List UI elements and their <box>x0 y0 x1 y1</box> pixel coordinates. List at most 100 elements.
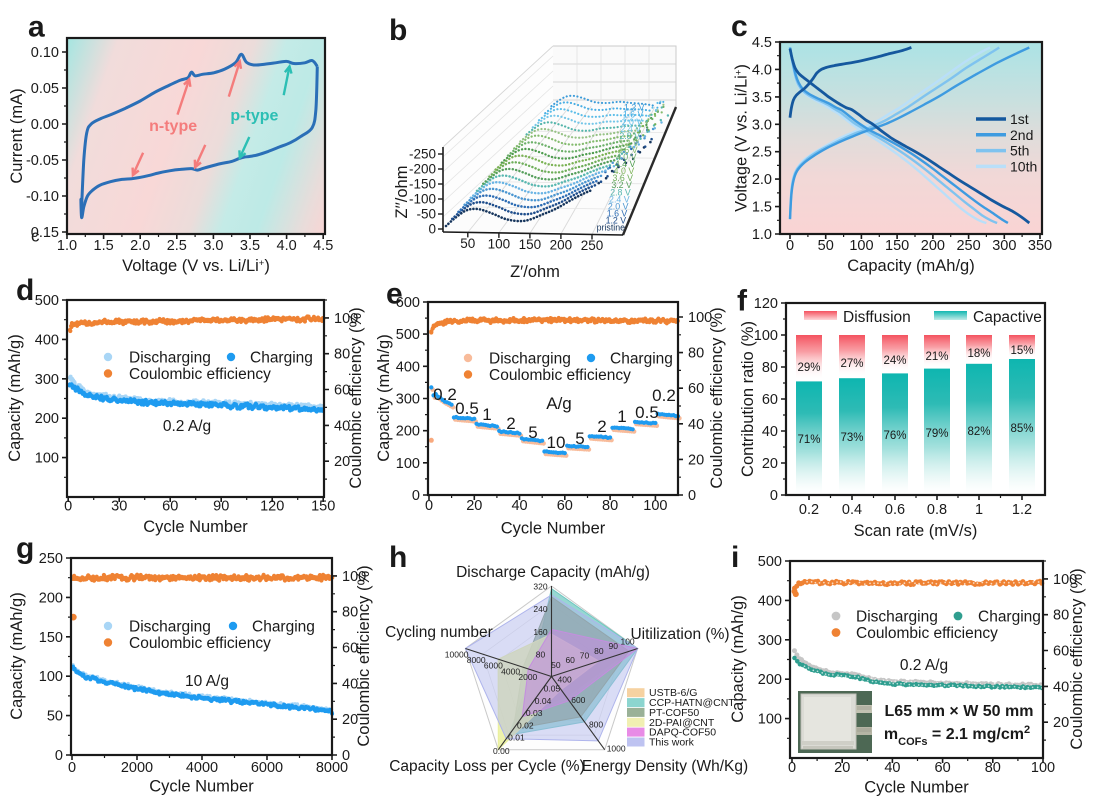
svg-text:1000: 1000 <box>607 744 626 754</box>
svg-text:10000: 10000 <box>445 650 469 660</box>
svg-text:Coulombic efficiency (%): Coulombic efficiency (%) <box>1068 568 1086 749</box>
svg-text:e: e <box>386 278 403 311</box>
svg-text:2: 2 <box>506 414 515 433</box>
svg-text:Discharge Capacity (mAh/g): Discharge Capacity (mAh/g) <box>456 564 650 581</box>
svg-text:0.6: 0.6 <box>885 502 905 518</box>
svg-text:5: 5 <box>528 423 537 442</box>
svg-text:Discharging: Discharging <box>489 351 571 368</box>
svg-text:60: 60 <box>565 655 575 665</box>
svg-text:50: 50 <box>551 660 561 670</box>
svg-text:300: 300 <box>396 391 420 407</box>
svg-text:100: 100 <box>754 328 778 344</box>
svg-text:40: 40 <box>334 418 350 434</box>
svg-text:1.2 V: 1.2 V <box>624 103 645 113</box>
svg-text:c: c <box>731 10 748 43</box>
svg-text:200: 200 <box>396 424 420 440</box>
svg-text:This work: This work <box>649 736 695 748</box>
svg-text:Uitilization (%): Uitilization (%) <box>630 626 729 643</box>
svg-text:300: 300 <box>992 238 1016 254</box>
svg-text:150: 150 <box>885 238 909 254</box>
svg-text:15%: 15% <box>1010 345 1033 357</box>
svg-text:80: 80 <box>594 646 604 656</box>
svg-text:Current (mA): Current (mA) <box>8 88 26 183</box>
svg-text:3.5: 3.5 <box>752 90 772 106</box>
svg-text:Capacity (mAh/g): Capacity (mAh/g) <box>375 334 393 461</box>
svg-text:60: 60 <box>162 499 178 515</box>
svg-text:d: d <box>16 274 34 307</box>
svg-text:400: 400 <box>35 332 59 348</box>
svg-text:4.5: 4.5 <box>752 35 772 51</box>
svg-text:0: 0 <box>788 760 796 776</box>
svg-text:82%: 82% <box>967 426 990 438</box>
svg-text:150: 150 <box>519 237 542 252</box>
svg-text:20: 20 <box>342 712 358 728</box>
svg-text:40: 40 <box>1053 679 1069 695</box>
svg-text:0.15: 0.15 <box>31 225 59 241</box>
svg-text:1.0: 1.0 <box>57 238 77 254</box>
svg-text:1: 1 <box>975 502 983 518</box>
svg-text:Energy Density (Wh/Kg): Energy Density (Wh/Kg) <box>582 758 748 775</box>
svg-text:40: 40 <box>511 498 527 514</box>
svg-text:Coulombic efficiency: Coulombic efficiency <box>856 625 998 642</box>
svg-text:400: 400 <box>758 593 782 609</box>
svg-text:2000: 2000 <box>121 760 153 776</box>
svg-text:Scan rate (mV/s): Scan rate (mV/s) <box>854 522 978 540</box>
svg-text:Disffusion: Disffusion <box>843 309 911 326</box>
svg-text:1: 1 <box>617 407 626 426</box>
svg-text:4.0: 4.0 <box>277 238 297 254</box>
svg-text:-200: -200 <box>409 162 436 177</box>
svg-text:40: 40 <box>342 676 358 692</box>
svg-text:n-type: n-type <box>149 118 197 135</box>
svg-text:4000: 4000 <box>186 760 218 776</box>
svg-text:Discharging: Discharging <box>129 619 211 636</box>
svg-text:Cycle Number: Cycle Number <box>149 778 254 796</box>
svg-text:500: 500 <box>35 293 59 309</box>
svg-text:0.5: 0.5 <box>455 399 479 418</box>
svg-text:1: 1 <box>482 405 491 424</box>
svg-text:0.02: 0.02 <box>517 720 534 730</box>
svg-text:100: 100 <box>396 456 420 472</box>
svg-text:100: 100 <box>1053 572 1077 588</box>
svg-text:0.00: 0.00 <box>31 117 59 133</box>
svg-text:80: 80 <box>985 760 1001 776</box>
svg-text:4000: 4000 <box>501 666 520 676</box>
svg-text:2nd: 2nd <box>1010 127 1033 143</box>
svg-text:2.5: 2.5 <box>752 145 772 161</box>
svg-text:40: 40 <box>688 417 704 433</box>
svg-text:Charging: Charging <box>250 350 313 367</box>
svg-text:Voltage (V vs. Li/Li+): Voltage (V vs. Li/Li+) <box>733 64 751 212</box>
svg-text:0: 0 <box>770 488 778 504</box>
svg-text:0: 0 <box>412 488 420 504</box>
svg-text:500: 500 <box>396 327 420 343</box>
svg-text:4.0 V: 4.0 V <box>616 152 637 162</box>
svg-text:5th: 5th <box>1010 143 1029 159</box>
svg-text:80: 80 <box>1053 608 1069 624</box>
svg-text:0: 0 <box>342 748 350 764</box>
svg-text:Z′′/ohm: Z′′/ohm <box>393 166 411 219</box>
svg-text:79%: 79% <box>925 428 948 440</box>
svg-text:Capactive: Capactive <box>973 309 1042 326</box>
svg-text:76%: 76% <box>883 430 906 442</box>
svg-text:50: 50 <box>818 238 834 254</box>
svg-text:3.6 V: 3.6 V <box>613 173 634 183</box>
svg-text:Charging: Charging <box>610 351 673 368</box>
svg-text:0: 0 <box>55 748 63 764</box>
svg-text:1.2: 1.2 <box>1012 502 1032 518</box>
svg-text:L65 mm × W 50 mm: L65 mm × W 50 mm <box>885 703 1034 720</box>
svg-text:Capacity (mAh/g): Capacity (mAh/g) <box>729 595 747 722</box>
svg-text:2.0 V: 2.0 V <box>608 201 629 211</box>
svg-text:250: 250 <box>39 551 63 567</box>
svg-text:Coulombic efficiency: Coulombic efficiency <box>129 366 271 383</box>
svg-text:1.5: 1.5 <box>94 238 114 254</box>
svg-text:2.0: 2.0 <box>752 172 772 188</box>
svg-text:120: 120 <box>260 499 284 515</box>
svg-text:0: 0 <box>786 238 794 254</box>
svg-text:160: 160 <box>533 627 547 637</box>
svg-text:200: 200 <box>39 590 63 606</box>
svg-text:8000: 8000 <box>316 760 348 776</box>
svg-text:60: 60 <box>762 392 778 408</box>
svg-text:Cycle Number: Cycle Number <box>864 779 969 797</box>
svg-text:Capacity Loss per Cycle (%): Capacity Loss per Cycle (%) <box>389 758 585 775</box>
svg-text:2000: 2000 <box>518 672 537 682</box>
svg-text:4.4 V: 4.4 V <box>615 159 636 169</box>
